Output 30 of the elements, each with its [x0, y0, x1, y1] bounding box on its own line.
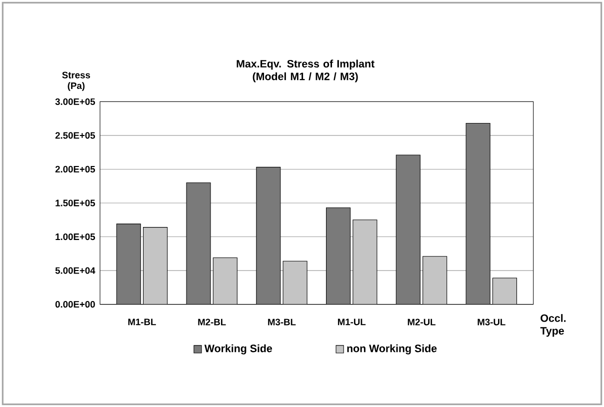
y-tick-label: 1.00E+05 [56, 233, 96, 240]
legend-label: non Working Side [347, 344, 437, 354]
chart-title: Max.Eqv. Stress of Implant (Model M1 / M2 / M3) [236, 60, 374, 82]
bar [422, 256, 447, 304]
bar [186, 182, 210, 304]
x-tick-label: M2-BL [198, 318, 226, 326]
y-tick-label: 1.50E+05 [56, 200, 96, 206]
bar [466, 123, 490, 304]
bar [352, 220, 377, 304]
y-tick-label: 5.00E+04 [55, 267, 96, 274]
y-tick-label: 3.00E+05 [55, 98, 96, 105]
bar [396, 155, 420, 304]
bar [213, 258, 238, 304]
legend-label: Working Side [204, 344, 272, 354]
y-tick-label: 0.00E+00 [55, 301, 95, 308]
bar [283, 261, 308, 304]
x-tick-label: M3-BL [268, 318, 296, 326]
x-axis-title: Occl. Type [540, 314, 566, 337]
y-axis-title: Stress (Pa) [62, 72, 90, 91]
bar [326, 208, 350, 304]
bar [143, 227, 168, 304]
x-tick-label: M3-UL [478, 318, 506, 326]
x-tick-label: M2-UL [408, 318, 436, 326]
bar [256, 167, 280, 304]
bar [492, 278, 517, 304]
bar [116, 224, 141, 304]
y-tick-label: 2.00E+05 [55, 166, 96, 173]
x-tick-label: M1-UL [338, 318, 366, 326]
y-tick-label: 2.50E+05 [55, 132, 96, 139]
x-tick-label: M1-BL [128, 318, 156, 326]
